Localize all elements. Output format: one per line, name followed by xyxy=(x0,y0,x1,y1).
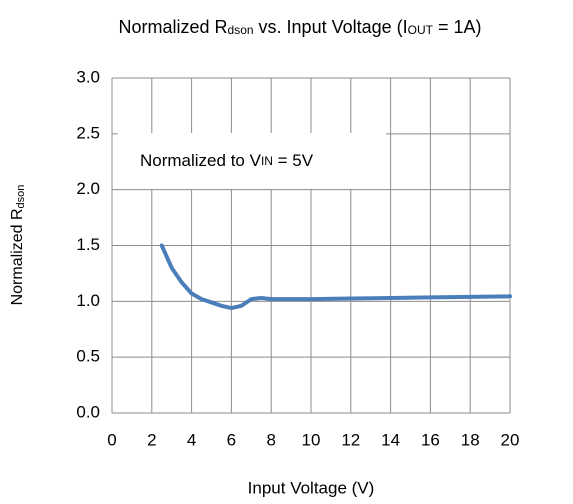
y-axis-label: Normalized Rdson xyxy=(9,185,26,306)
chart-title-part: = 1A) xyxy=(433,17,482,37)
x-tick-label: 14 xyxy=(381,430,400,449)
chart-title-part: OUT xyxy=(408,23,434,37)
y-tick-label: 2.5 xyxy=(76,123,100,142)
line xyxy=(159,243,512,311)
x-tick-label: 2 xyxy=(147,430,156,449)
x-tick-label: 20 xyxy=(501,430,520,449)
x-tick-label: 12 xyxy=(341,430,360,449)
chart-title-part: Normalized R xyxy=(118,17,227,37)
y-tick-label: 0.0 xyxy=(76,402,100,421)
y-tick-label: 3.0 xyxy=(76,67,100,86)
x-axis-label: Input Voltage (V) xyxy=(248,478,375,497)
annotation-part: Normalized to V xyxy=(140,151,262,170)
x-tick-label: 16 xyxy=(421,430,440,449)
chart-title-part: dson xyxy=(228,23,254,37)
x-tick-label: 6 xyxy=(227,430,236,449)
y-axis-label-part: dson xyxy=(15,185,27,209)
y-axis-label-part: Normalized R xyxy=(9,208,26,305)
annotation-box xyxy=(118,133,386,189)
x-tick-label: 4 xyxy=(187,430,196,449)
chart-title: Normalized Rdson vs. Input Voltage (IOUT… xyxy=(118,17,481,37)
y-tick-label: 1.5 xyxy=(76,235,100,254)
annotation-part: IN xyxy=(261,154,273,168)
x-tick-label: 10 xyxy=(302,430,321,449)
y-tick-label: 2.0 xyxy=(76,179,100,198)
y-tick-label: 1.0 xyxy=(76,291,100,310)
x-tick-label: 8 xyxy=(266,430,275,449)
chart-title-part: vs. Input Voltage (I xyxy=(254,17,408,37)
x-tick-label: 18 xyxy=(461,430,480,449)
annotation: Normalized to VIN = 5V xyxy=(140,151,314,170)
x-tick-label: 0 xyxy=(107,430,116,449)
y-tick-label: 0.5 xyxy=(76,347,100,366)
annotation-part: = 5V xyxy=(273,151,314,170)
